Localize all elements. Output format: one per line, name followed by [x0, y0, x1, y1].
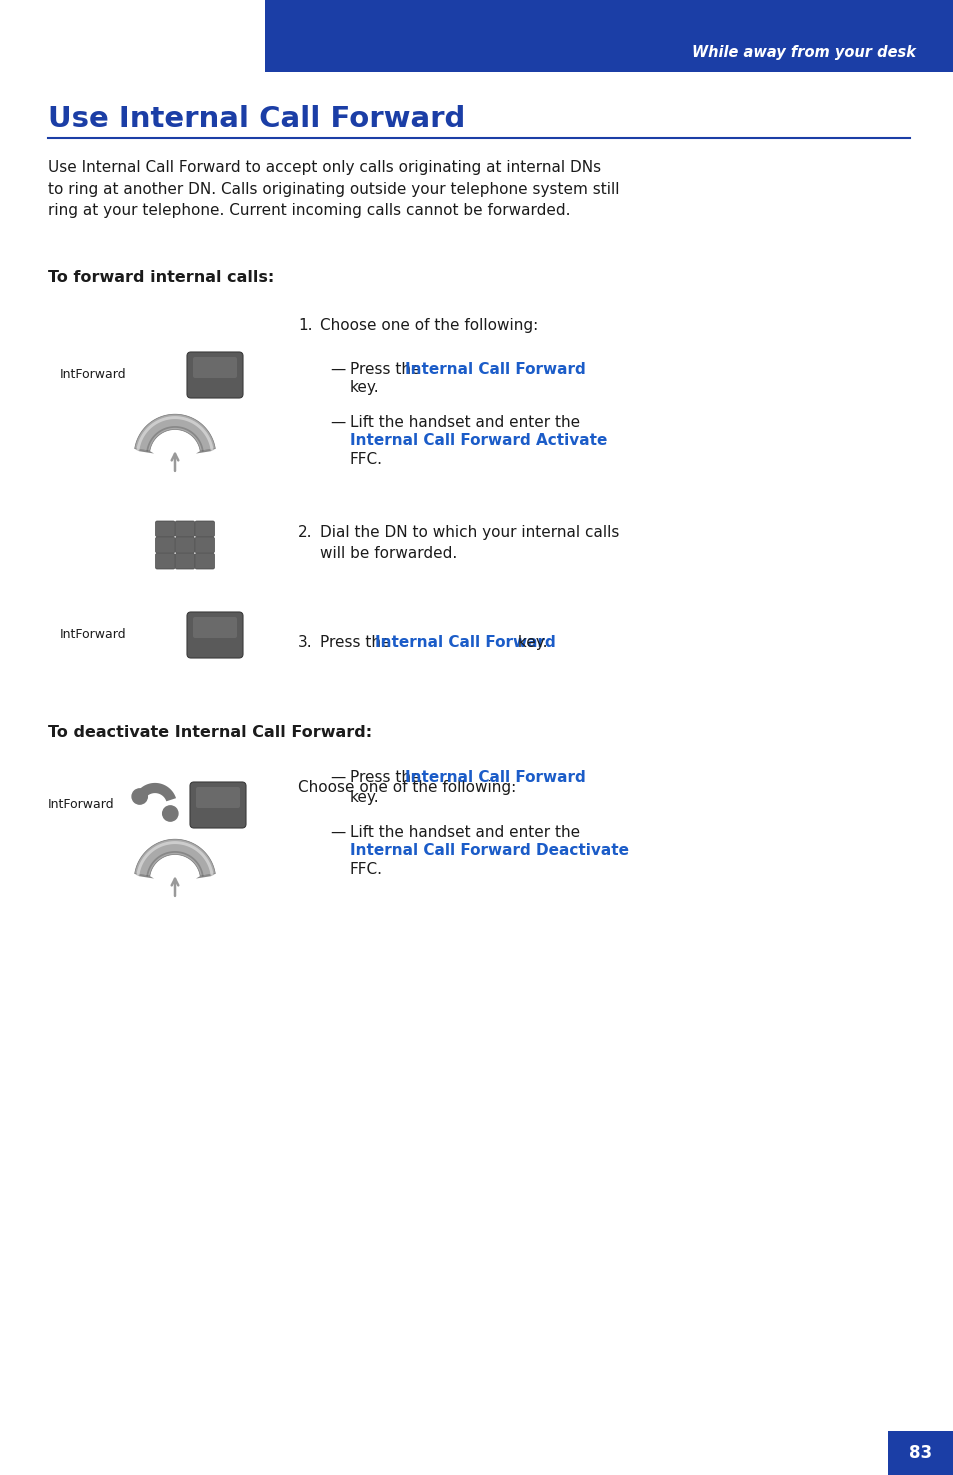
Text: —: — [330, 825, 345, 839]
Text: Use Internal Call Forward: Use Internal Call Forward [48, 105, 465, 133]
Polygon shape [133, 783, 176, 801]
FancyBboxPatch shape [155, 521, 174, 537]
Text: 1.: 1. [297, 319, 313, 333]
Text: —: — [330, 770, 345, 785]
Polygon shape [195, 448, 215, 453]
Polygon shape [195, 873, 215, 879]
Text: 3.: 3. [297, 636, 313, 650]
Text: 2.: 2. [297, 525, 313, 540]
Text: Choose one of the following:: Choose one of the following: [297, 780, 516, 795]
Text: Lift the handset and enter the: Lift the handset and enter the [350, 414, 579, 431]
Circle shape [162, 805, 178, 822]
FancyBboxPatch shape [195, 553, 214, 569]
Text: FFC.: FFC. [350, 451, 382, 468]
Text: Press the: Press the [350, 361, 425, 378]
Text: Press the: Press the [350, 770, 425, 785]
Text: FFC.: FFC. [350, 861, 382, 878]
FancyBboxPatch shape [155, 537, 174, 553]
Text: While away from your desk: While away from your desk [691, 44, 915, 59]
Text: Internal Call Forward Activate: Internal Call Forward Activate [350, 434, 607, 448]
FancyBboxPatch shape [195, 788, 240, 808]
FancyBboxPatch shape [265, 0, 953, 72]
FancyBboxPatch shape [187, 353, 243, 398]
FancyBboxPatch shape [187, 612, 243, 658]
Text: Choose one of the following:: Choose one of the following: [319, 319, 537, 333]
Text: 83: 83 [908, 1444, 932, 1462]
Text: Internal Call Forward: Internal Call Forward [405, 361, 585, 378]
Polygon shape [134, 873, 153, 879]
Polygon shape [134, 448, 153, 453]
Text: Lift the handset and enter the: Lift the handset and enter the [350, 825, 579, 839]
FancyBboxPatch shape [195, 521, 214, 537]
FancyBboxPatch shape [175, 537, 194, 553]
Text: key.: key. [513, 636, 547, 650]
FancyBboxPatch shape [195, 537, 214, 553]
Text: To deactivate Internal Call Forward:: To deactivate Internal Call Forward: [48, 726, 372, 740]
FancyBboxPatch shape [193, 357, 236, 378]
FancyBboxPatch shape [175, 553, 194, 569]
Text: —: — [330, 414, 345, 431]
Text: —: — [330, 361, 345, 378]
Text: Internal Call Forward Deactivate: Internal Call Forward Deactivate [350, 844, 628, 858]
Text: IntForward: IntForward [60, 628, 127, 642]
Text: key.: key. [350, 381, 379, 395]
FancyBboxPatch shape [155, 553, 174, 569]
Text: To forward internal calls:: To forward internal calls: [48, 270, 274, 285]
Polygon shape [134, 414, 215, 451]
Text: Internal Call Forward: Internal Call Forward [375, 636, 556, 650]
Polygon shape [134, 839, 215, 876]
Text: Dial the DN to which your internal calls
will be forwarded.: Dial the DN to which your internal calls… [319, 525, 618, 560]
FancyBboxPatch shape [193, 617, 236, 639]
Text: IntForward: IntForward [48, 798, 114, 811]
Text: Internal Call Forward: Internal Call Forward [405, 770, 585, 785]
FancyBboxPatch shape [887, 1431, 953, 1475]
Circle shape [132, 789, 147, 804]
Text: IntForward: IntForward [60, 369, 127, 382]
FancyBboxPatch shape [190, 782, 246, 827]
Text: Press the: Press the [319, 636, 395, 650]
FancyBboxPatch shape [175, 521, 194, 537]
Text: key.: key. [350, 791, 379, 805]
Text: Use Internal Call Forward to accept only calls originating at internal DNs
to ri: Use Internal Call Forward to accept only… [48, 159, 618, 218]
